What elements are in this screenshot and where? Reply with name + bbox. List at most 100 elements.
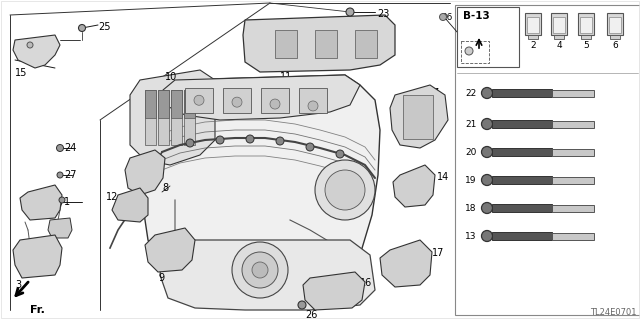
Polygon shape xyxy=(20,185,62,220)
Bar xyxy=(552,149,594,155)
Text: 9: 9 xyxy=(158,273,164,283)
Text: 24: 24 xyxy=(64,143,76,153)
Polygon shape xyxy=(13,35,60,68)
Text: 27: 27 xyxy=(64,170,77,180)
Text: 16: 16 xyxy=(360,278,372,288)
Text: 21: 21 xyxy=(465,120,476,129)
Bar xyxy=(275,30,297,58)
Bar xyxy=(299,88,327,113)
Circle shape xyxy=(481,231,493,241)
Bar xyxy=(552,233,594,240)
Bar xyxy=(607,13,623,35)
Text: 26: 26 xyxy=(50,198,62,208)
Text: 3: 3 xyxy=(15,280,21,290)
Bar xyxy=(552,176,594,183)
Text: Fr.: Fr. xyxy=(30,305,45,315)
Bar xyxy=(223,88,251,113)
Circle shape xyxy=(481,174,493,186)
Circle shape xyxy=(481,203,493,213)
Circle shape xyxy=(276,137,284,145)
Text: 2: 2 xyxy=(530,41,536,50)
Bar xyxy=(184,90,195,145)
Bar xyxy=(455,5,640,315)
Circle shape xyxy=(270,99,280,109)
Bar xyxy=(492,204,552,212)
Circle shape xyxy=(194,95,204,105)
Bar xyxy=(158,90,169,118)
Bar xyxy=(609,17,621,33)
Polygon shape xyxy=(112,188,148,222)
Text: 23: 23 xyxy=(377,9,389,19)
Polygon shape xyxy=(145,228,195,272)
Bar xyxy=(145,90,156,145)
Text: 22: 22 xyxy=(465,89,476,98)
Polygon shape xyxy=(160,240,375,310)
Bar xyxy=(578,13,594,35)
Circle shape xyxy=(232,242,288,298)
Polygon shape xyxy=(130,70,215,165)
Text: 18: 18 xyxy=(465,204,477,213)
Circle shape xyxy=(59,197,65,203)
Bar xyxy=(492,176,552,184)
Text: 13: 13 xyxy=(465,232,477,241)
Bar xyxy=(355,30,377,58)
Polygon shape xyxy=(303,272,365,310)
Text: 20: 20 xyxy=(465,148,476,157)
Bar xyxy=(552,204,594,211)
Circle shape xyxy=(481,87,493,99)
Bar xyxy=(261,88,289,113)
Polygon shape xyxy=(163,75,360,120)
Circle shape xyxy=(216,136,224,144)
Polygon shape xyxy=(393,165,435,207)
Text: 17: 17 xyxy=(432,248,444,258)
Text: 12: 12 xyxy=(106,192,118,202)
Text: 5: 5 xyxy=(583,41,589,50)
Bar xyxy=(610,35,620,39)
Text: TL24E0701: TL24E0701 xyxy=(590,308,637,317)
Circle shape xyxy=(57,172,63,178)
Polygon shape xyxy=(390,85,448,148)
Bar xyxy=(527,17,539,33)
Circle shape xyxy=(242,252,278,288)
Circle shape xyxy=(465,47,473,55)
Circle shape xyxy=(27,42,33,48)
Circle shape xyxy=(246,135,254,143)
Circle shape xyxy=(56,145,63,152)
Circle shape xyxy=(252,262,268,278)
Text: 10: 10 xyxy=(165,72,177,82)
Circle shape xyxy=(481,146,493,158)
Circle shape xyxy=(186,139,194,147)
Polygon shape xyxy=(140,75,380,298)
Text: 19: 19 xyxy=(465,176,477,185)
Bar xyxy=(528,35,538,39)
Polygon shape xyxy=(13,235,62,278)
Bar xyxy=(492,89,552,97)
Bar xyxy=(315,30,337,58)
Bar xyxy=(185,88,213,113)
Polygon shape xyxy=(243,15,395,72)
Text: 4: 4 xyxy=(556,41,562,50)
Bar xyxy=(581,35,591,39)
Text: 26: 26 xyxy=(305,310,317,319)
Circle shape xyxy=(315,160,375,220)
Bar xyxy=(184,90,195,118)
Bar xyxy=(457,7,519,67)
Text: B-13: B-13 xyxy=(463,11,490,21)
Bar xyxy=(553,17,565,33)
Circle shape xyxy=(308,101,318,111)
Bar xyxy=(492,120,552,128)
Circle shape xyxy=(79,25,86,32)
Bar xyxy=(525,13,541,35)
Bar xyxy=(145,90,156,118)
Bar xyxy=(552,121,594,128)
Text: 8: 8 xyxy=(162,183,168,193)
Polygon shape xyxy=(380,240,432,287)
Circle shape xyxy=(481,118,493,130)
Bar xyxy=(158,90,169,145)
Bar xyxy=(403,95,433,139)
Text: 11: 11 xyxy=(280,72,292,82)
Bar xyxy=(492,148,552,156)
Bar xyxy=(492,232,552,240)
Text: 6: 6 xyxy=(612,41,618,50)
Circle shape xyxy=(298,301,306,309)
